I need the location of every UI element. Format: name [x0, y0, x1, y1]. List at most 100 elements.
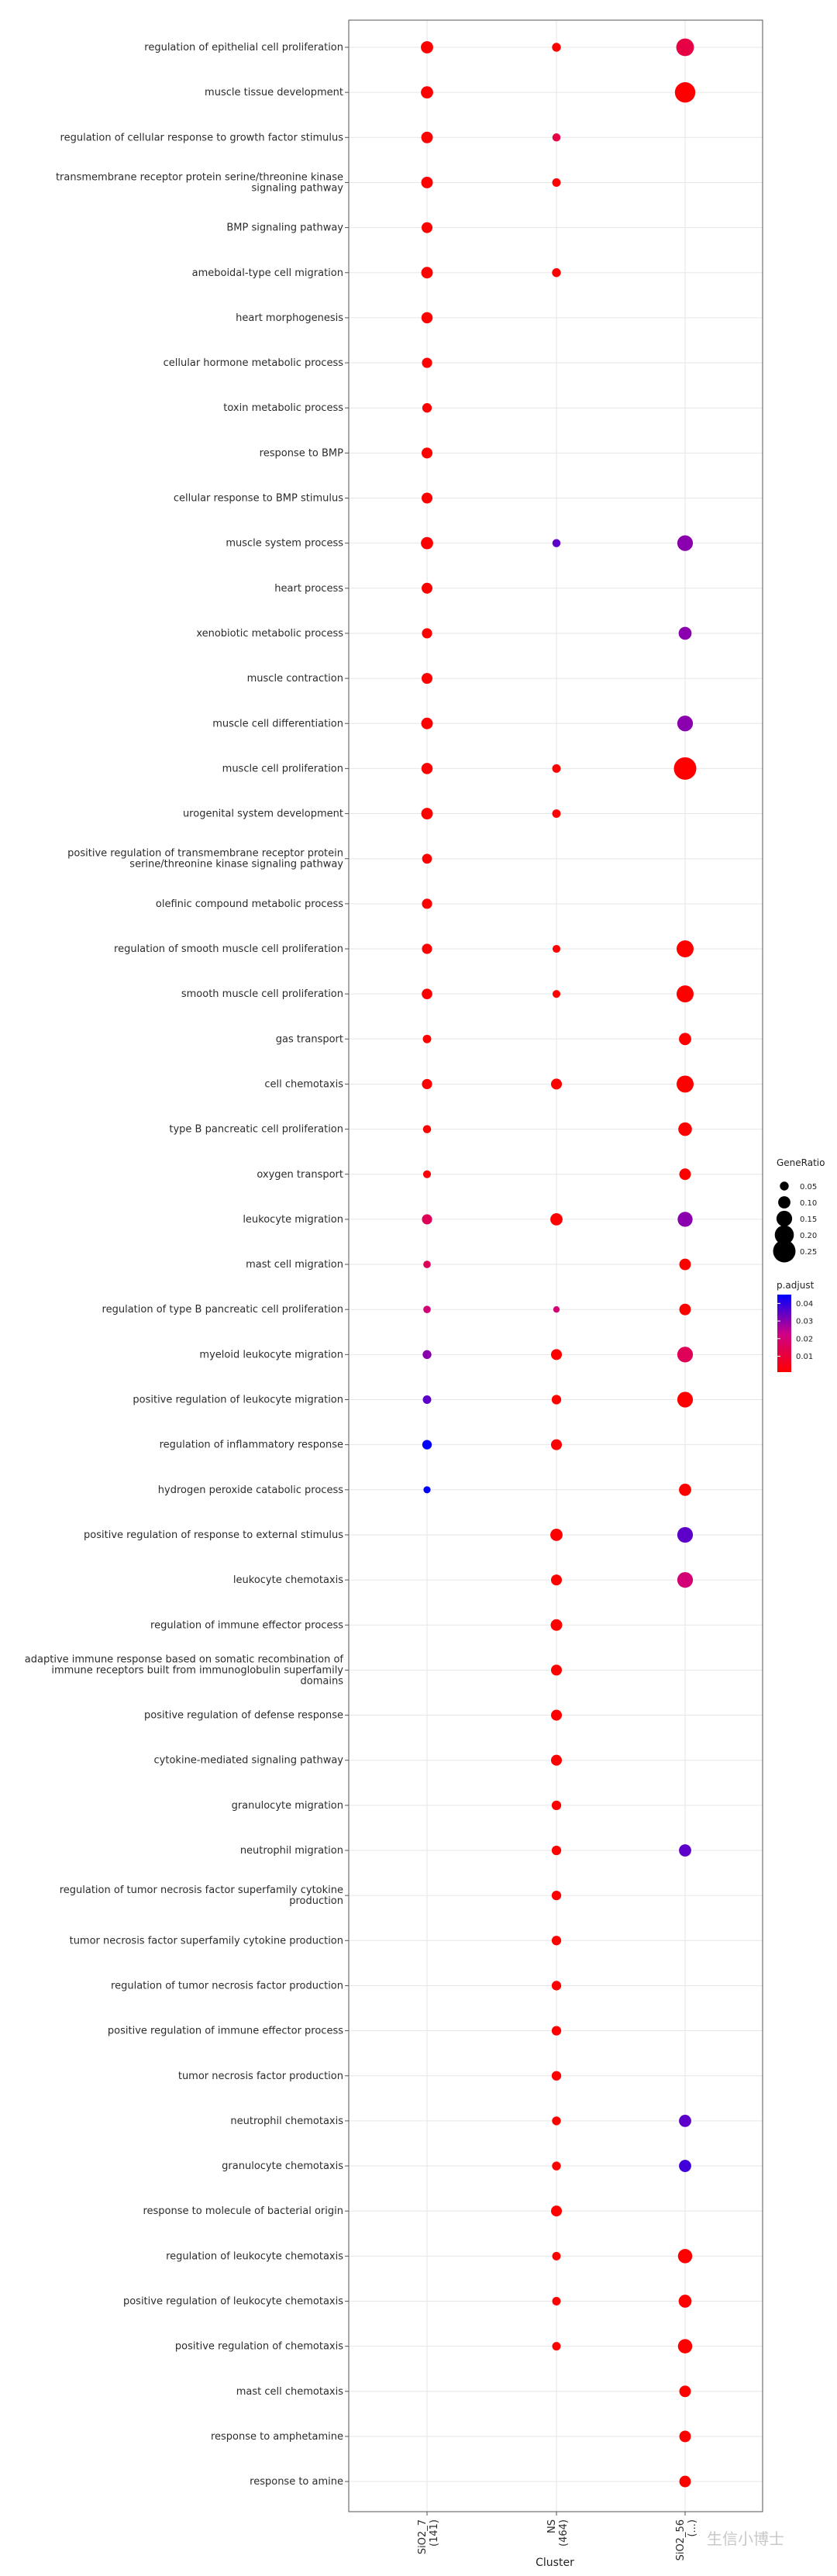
data-point	[677, 985, 694, 1003]
y-axis-term-label: response to amine	[250, 2476, 343, 2488]
data-point	[552, 764, 561, 773]
size-legend-dot	[780, 1181, 789, 1191]
data-point	[550, 1619, 563, 1631]
data-point	[551, 1845, 562, 1856]
data-point	[421, 222, 433, 233]
data-point	[422, 943, 432, 954]
x-axis-tick-count: (464)	[558, 2519, 570, 2547]
y-axis-term-label: regulation of epithelial cell proliferat…	[144, 42, 343, 53]
data-point	[422, 988, 432, 999]
size-legend-label: 0.15	[800, 1216, 817, 1224]
data-point	[551, 1395, 562, 1405]
data-point	[677, 940, 694, 957]
data-point	[677, 2339, 693, 2354]
y-axis-term-label: gas transport	[276, 1033, 343, 1045]
size-legend-items: 0.05 0.10 0.15 0.20 0.25	[773, 1181, 817, 1263]
data-point	[678, 1122, 692, 1136]
data-point	[421, 763, 433, 774]
data-point	[679, 1844, 691, 1857]
data-point	[679, 2385, 691, 2398]
size-legend: GeneRatio 0.05 0.10 0.15 0.20 0.25	[773, 1157, 825, 1263]
y-axis-term-label: positive regulation of chemotaxis	[175, 2341, 343, 2353]
y-axis-term-label: muscle system process	[226, 538, 343, 550]
y-axis-term-label: neutrophil migration	[240, 1845, 343, 1857]
x-axis-tick-label: NS	[546, 2519, 558, 2533]
y-axis-term-label: cellular hormone metabolic process	[164, 357, 344, 369]
data-point	[550, 1664, 563, 1676]
color-legend-label: 0.02	[796, 1335, 813, 1343]
y-axis-term-label: urogenital system development	[183, 809, 343, 820]
data-point	[421, 86, 433, 99]
size-legend-label: 0.20	[800, 1232, 817, 1240]
data-point	[551, 1936, 562, 1946]
data-point	[422, 1214, 432, 1225]
data-point	[552, 2161, 561, 2171]
data-point	[421, 536, 433, 550]
data-point	[552, 2297, 561, 2305]
data-point	[679, 2160, 691, 2172]
data-point	[421, 717, 433, 729]
data-point	[421, 176, 433, 188]
y-axis-term-label: regulation of smooth muscle cell prolife…	[114, 943, 343, 955]
watermark: 生信小博士	[707, 2529, 784, 2548]
data-point	[677, 1391, 694, 1408]
data-point	[550, 1078, 563, 1090]
data-point	[423, 1260, 431, 1268]
data-point	[422, 357, 432, 368]
y-axis-term-label: cellular response to BMP stimulus	[174, 493, 343, 505]
data-point	[678, 626, 692, 640]
color-legend-label: 0.04	[796, 1300, 813, 1309]
color-legend-label: 0.03	[796, 1318, 813, 1326]
color-legend: p.adjust 0.04 0.03 0.02 0.01	[777, 1280, 815, 1372]
data-point	[677, 1347, 694, 1363]
data-point	[423, 1305, 431, 1314]
y-axis-term-label: muscle cell proliferation	[222, 763, 343, 774]
size-legend-label: 0.25	[800, 1248, 817, 1257]
data-point	[677, 535, 694, 551]
data-point	[553, 1306, 560, 1313]
y-axis-term-label: granulocyte chemotaxis	[222, 2160, 343, 2172]
y-axis-term-label: xenobiotic metabolic process	[196, 628, 343, 640]
y-axis-term-label: cytokine-mediated signaling pathway	[154, 1755, 344, 1767]
data-point	[677, 1526, 694, 1543]
x-axis-tick-label-group: SiO2_7 (141)	[417, 2519, 440, 2554]
x-axis-tick-count: (141)	[429, 2519, 440, 2547]
data-point	[679, 1483, 691, 1496]
data-point	[551, 1891, 562, 1901]
data-point	[677, 1212, 693, 1227]
data-point	[421, 267, 433, 279]
data-point	[550, 1213, 563, 1226]
y-axis-term-label: regulation of leukocyte chemotaxis	[166, 2250, 343, 2262]
data-point	[551, 1981, 562, 1991]
data-point	[679, 2430, 691, 2443]
data-point	[550, 1349, 563, 1360]
data-point	[552, 809, 561, 819]
data-point	[552, 268, 561, 278]
y-axis-term-label: heart process	[274, 583, 343, 595]
data-point	[679, 2115, 691, 2127]
data-point	[421, 673, 433, 685]
y-axis-term-label: BMP signaling pathway	[226, 222, 343, 234]
data-points	[421, 38, 697, 2488]
y-axis-term-label: positive regulation of leukocyte chemota…	[123, 2296, 343, 2308]
y-axis-term-label: myeloid leukocyte migration	[199, 1349, 343, 1360]
data-point	[421, 492, 433, 504]
data-point	[551, 2026, 562, 2036]
y-axis-term-label: regulation of type B pancreatic cell pro…	[102, 1304, 343, 1316]
y-axis-term-label: tumor necrosis factor superfamily cytoki…	[70, 1935, 343, 1947]
data-point	[421, 447, 433, 459]
x-axis-tick-label-group: NS (464)	[546, 2519, 570, 2547]
data-point	[551, 2071, 562, 2081]
y-axis-term-label: response to BMP	[260, 447, 343, 459]
y-axis-term-label: ameboidal-type cell migration	[192, 267, 343, 279]
y-axis-term-label: olefinic compound metabolic process	[156, 898, 343, 910]
data-point	[422, 1034, 432, 1043]
y-axis-term-labels: regulation of epithelial cell proliferat…	[25, 42, 349, 2488]
data-point	[550, 1574, 563, 1586]
data-point	[679, 2475, 691, 2488]
y-axis-term-label: positive regulation of transmembrane rec…	[67, 848, 343, 871]
data-point	[552, 539, 561, 547]
data-point	[678, 2295, 692, 2308]
data-point	[422, 898, 432, 909]
